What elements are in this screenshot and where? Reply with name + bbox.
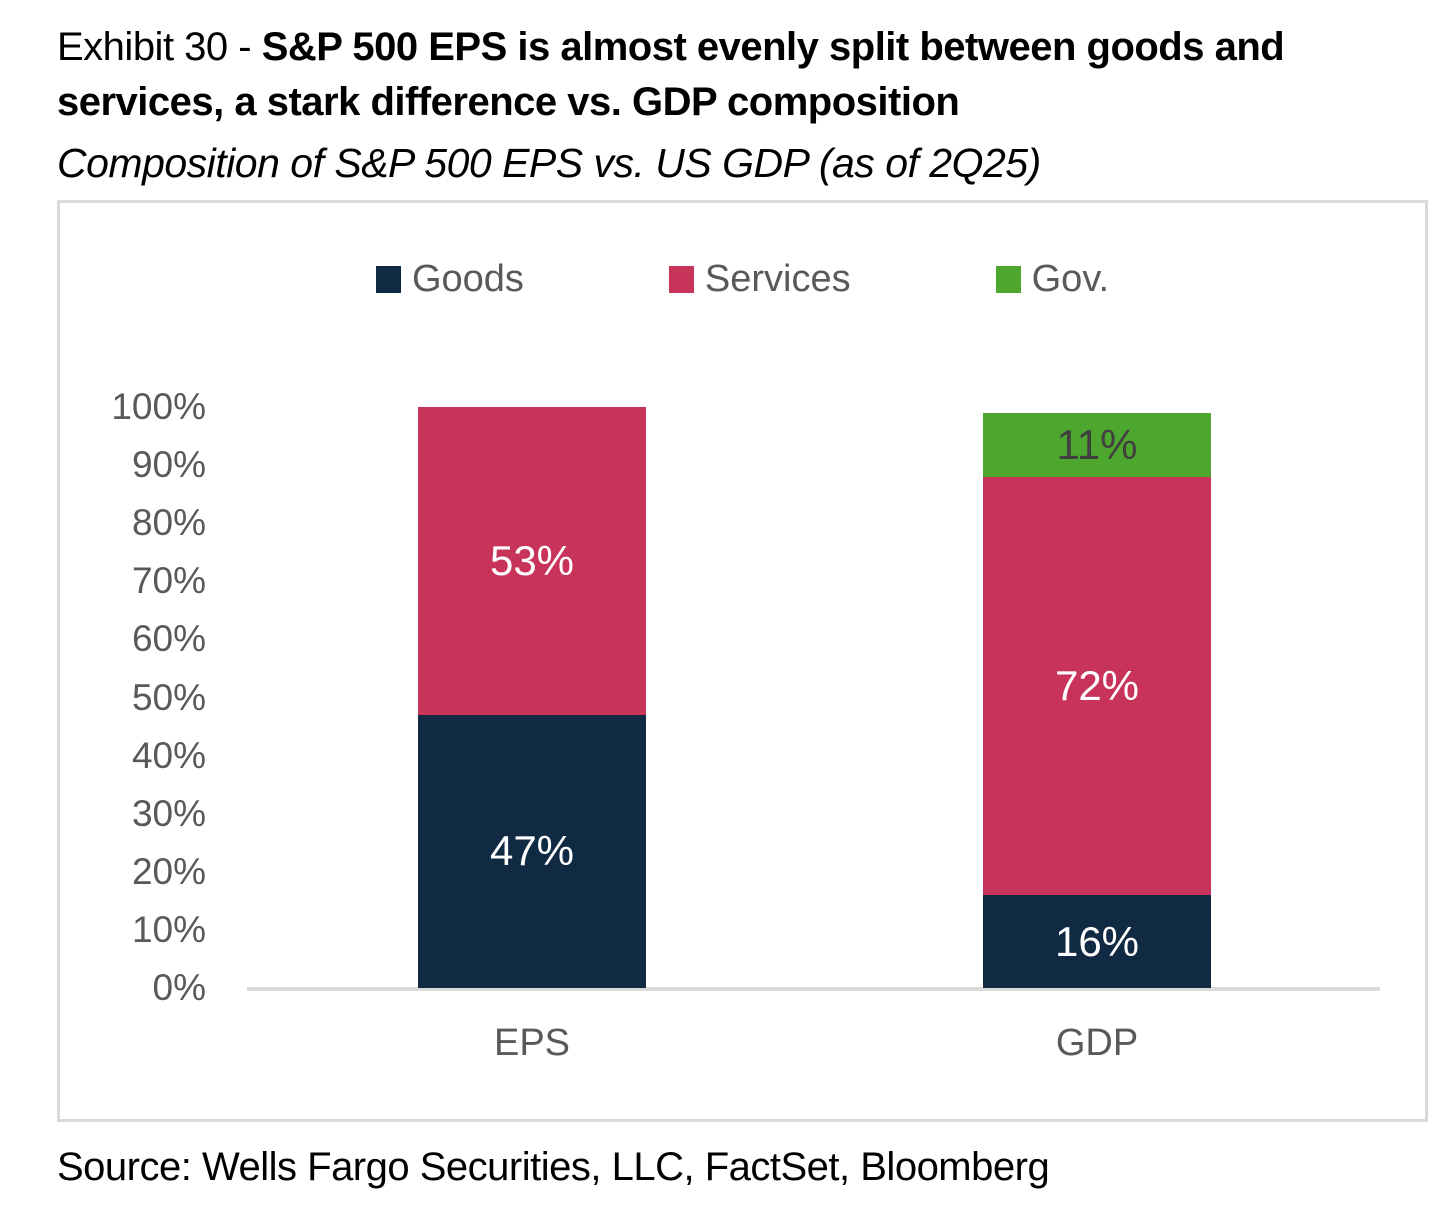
legend-swatch-gov — [995, 265, 1021, 293]
bar-segment-eps-goods: 47% — [418, 714, 646, 988]
y-axis-tick-label: 10% — [131, 908, 206, 950]
x-axis-line — [247, 987, 1380, 991]
stacked-bar-eps: 53% 47% — [418, 407, 646, 988]
y-axis-tick-label: 90% — [131, 444, 206, 486]
legend-item-gov: Gov. — [995, 258, 1110, 300]
bar-segment-gdp-services: 72% — [983, 476, 1211, 896]
source-note: Source: Wells Fargo Securities, LLC, Fac… — [57, 1145, 1050, 1189]
y-axis-tick-label: 60% — [131, 618, 206, 660]
bar-value-label: 47% — [489, 827, 575, 875]
legend-swatch-goods — [375, 265, 401, 293]
y-axis-tick-label: 80% — [131, 502, 206, 544]
y-axis-tick-label: 70% — [131, 560, 206, 602]
legend-label-goods: Goods — [411, 258, 524, 300]
bar-segment-eps-services: 53% — [418, 407, 646, 715]
plot-area: 0% 10% 20% 30% 40% 50% 60% 70% 80% 90% 100% 53% 47% E… — [60, 203, 1425, 1119]
legend-item-goods: Goods — [375, 258, 524, 300]
exhibit-number-prefix: Exhibit 30 - — [57, 25, 262, 69]
bar-segment-gdp-goods: 16% — [983, 895, 1211, 988]
exhibit-title: Exhibit 30 - S&P 500 EPS is almost evenl… — [57, 20, 1417, 130]
y-axis-tick-label: 0% — [152, 967, 206, 1008]
y-axis-tick-label: 40% — [131, 734, 206, 776]
exhibit-title-bold: S&P 500 EPS is almost evenly split betwe… — [57, 25, 1285, 124]
y-axis-tick-label: 20% — [131, 850, 206, 892]
y-axis-tick-label: 30% — [131, 792, 206, 834]
header: Exhibit 30 - S&P 500 EPS is almost evenl… — [57, 20, 1417, 189]
x-axis-category-label-gdp: GDP — [1055, 1022, 1139, 1064]
bar-value-label: 53% — [489, 536, 575, 584]
legend-item-services: Services — [668, 258, 851, 300]
bar-segment-gdp-gov: 11% — [983, 412, 1211, 477]
stacked-bar-gdp: 11% 72% 16% — [983, 407, 1211, 988]
chart-subtitle: Composition of S&P 500 EPS vs. US GDP (a… — [57, 140, 1041, 186]
y-axis-tick-label: 100% — [111, 386, 206, 427]
x-axis-category-label-eps: EPS — [493, 1022, 571, 1064]
bar-value-label: 11% — [1056, 420, 1138, 468]
legend-swatch-services — [668, 265, 694, 293]
chart-panel: Goods Services Gov. 0% 10% 20% 30% 40% 50% 60% 70… — [57, 200, 1428, 1122]
chart-legend: Goods Services Gov. — [60, 259, 1425, 299]
bar-value-label: 72% — [1054, 661, 1140, 709]
bar-value-label: 16% — [1054, 917, 1140, 965]
legend-label-gov: Gov. — [1031, 258, 1110, 300]
y-axis-tick-label: 50% — [131, 676, 206, 718]
legend-label-services: Services — [704, 258, 851, 300]
